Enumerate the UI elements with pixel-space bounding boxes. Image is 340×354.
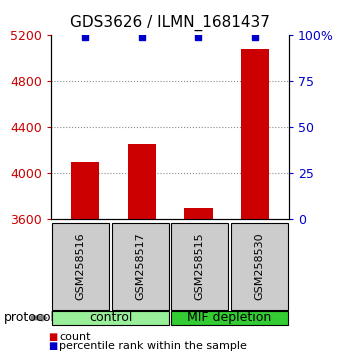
Text: GSM258516: GSM258516: [76, 233, 86, 300]
Text: GSM258517: GSM258517: [135, 233, 145, 300]
Text: percentile rank within the sample: percentile rank within the sample: [59, 341, 248, 351]
Text: ■: ■: [48, 341, 57, 351]
Text: GSM258515: GSM258515: [195, 233, 205, 300]
Bar: [128, 143, 156, 219]
Text: GSM258530: GSM258530: [254, 233, 264, 300]
Bar: [71, 162, 99, 219]
Text: MIF depletion: MIF depletion: [187, 312, 272, 324]
Bar: [241, 49, 269, 219]
Text: ■: ■: [48, 332, 57, 342]
Text: count: count: [59, 332, 91, 342]
Text: protocol: protocol: [3, 312, 54, 324]
Text: GDS3626 / ILMN_1681437: GDS3626 / ILMN_1681437: [70, 15, 270, 31]
Text: control: control: [89, 312, 132, 324]
Bar: [184, 208, 212, 219]
